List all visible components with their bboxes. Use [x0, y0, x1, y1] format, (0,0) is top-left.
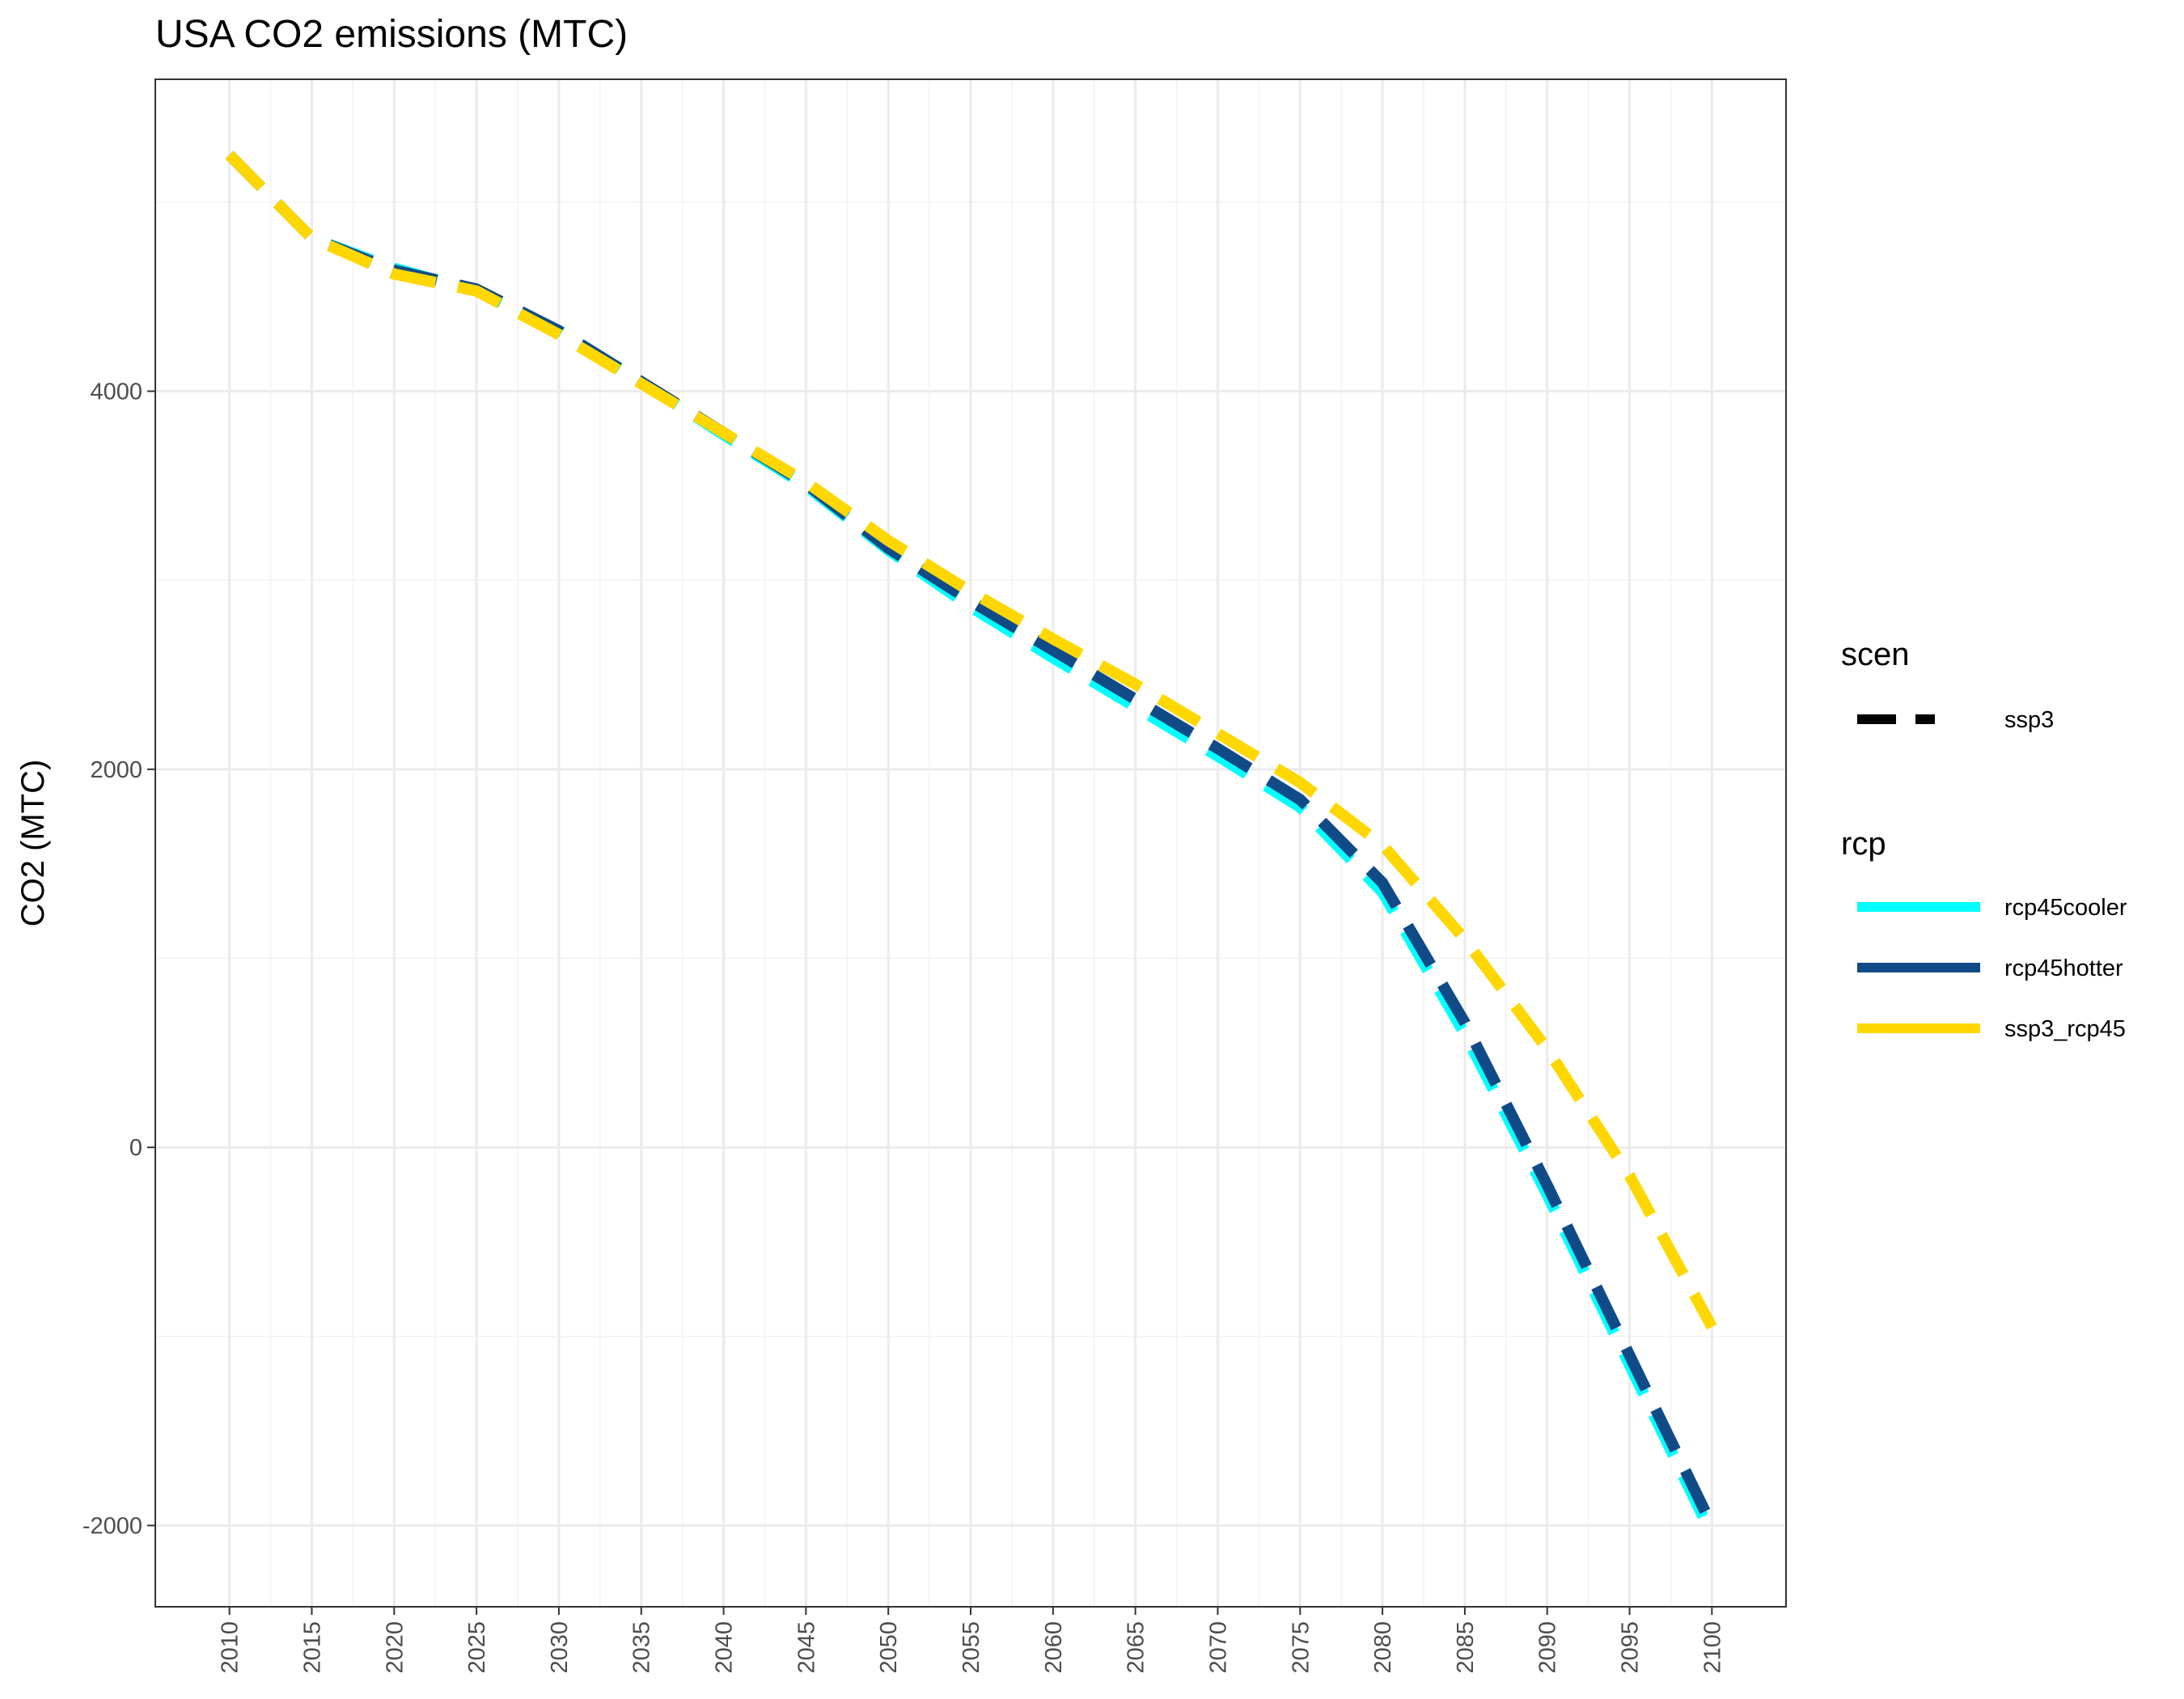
y-tick-label: 4000	[90, 379, 142, 405]
x-tick-label: 2025	[464, 1621, 490, 1674]
x-axis: 2010 2015 2020 2025 2030 2035 2040 2045 2050 2055…	[218, 1607, 1725, 1674]
series-lines	[225, 150, 1717, 1538]
x-tick-label: 2040	[712, 1621, 738, 1674]
chart-title: USA CO2 emissions (MTC)	[155, 13, 628, 56]
legend-title-scen: scen	[1841, 637, 1910, 672]
legend: scen ssp3 rcp rcp45cooler rcp45hotter ss…	[1841, 637, 2127, 1042]
x-tick-label: 2090	[1535, 1621, 1561, 1674]
major-gridlines	[155, 79, 1786, 1607]
x-tick-label: 2050	[876, 1621, 902, 1674]
x-tick-label: 2100	[1699, 1621, 1725, 1674]
x-tick-label: 2020	[382, 1621, 408, 1674]
legend-title-rcp: rcp	[1841, 826, 1886, 862]
legend-label-rcp45hotter: rcp45hotter	[2004, 955, 2123, 981]
x-tick-label: 2045	[794, 1621, 819, 1674]
y-axis-title: CO2 (MTC)	[15, 760, 51, 927]
y-tick-label: 0	[129, 1135, 142, 1161]
series-line-ssp3-rcp45	[225, 150, 1717, 1330]
y-tick-label: -2000	[83, 1514, 142, 1540]
legend-label-ssp3-rcp45: ssp3_rcp45	[2004, 1016, 2126, 1042]
x-tick-label: 2030	[547, 1621, 573, 1674]
legend-label-rcp45cooler: rcp45cooler	[2004, 895, 2127, 921]
x-tick-label: 2055	[959, 1621, 984, 1674]
x-tick-label: 2080	[1370, 1621, 1396, 1674]
y-axis: -2000 0 2000 4000	[83, 379, 155, 1540]
x-tick-label: 2015	[299, 1621, 325, 1674]
x-tick-label: 2010	[218, 1621, 243, 1674]
x-tick-label: 2095	[1618, 1621, 1644, 1674]
x-tick-label: 2075	[1288, 1621, 1314, 1674]
x-tick-label: 2035	[629, 1621, 655, 1674]
x-tick-label: 2065	[1124, 1621, 1149, 1674]
x-tick-label: 2070	[1205, 1621, 1231, 1674]
y-tick-label: 2000	[90, 757, 142, 783]
legend-label-ssp3: ssp3	[2004, 707, 2054, 733]
x-tick-label: 2060	[1041, 1621, 1067, 1674]
x-tick-label: 2085	[1453, 1621, 1479, 1674]
